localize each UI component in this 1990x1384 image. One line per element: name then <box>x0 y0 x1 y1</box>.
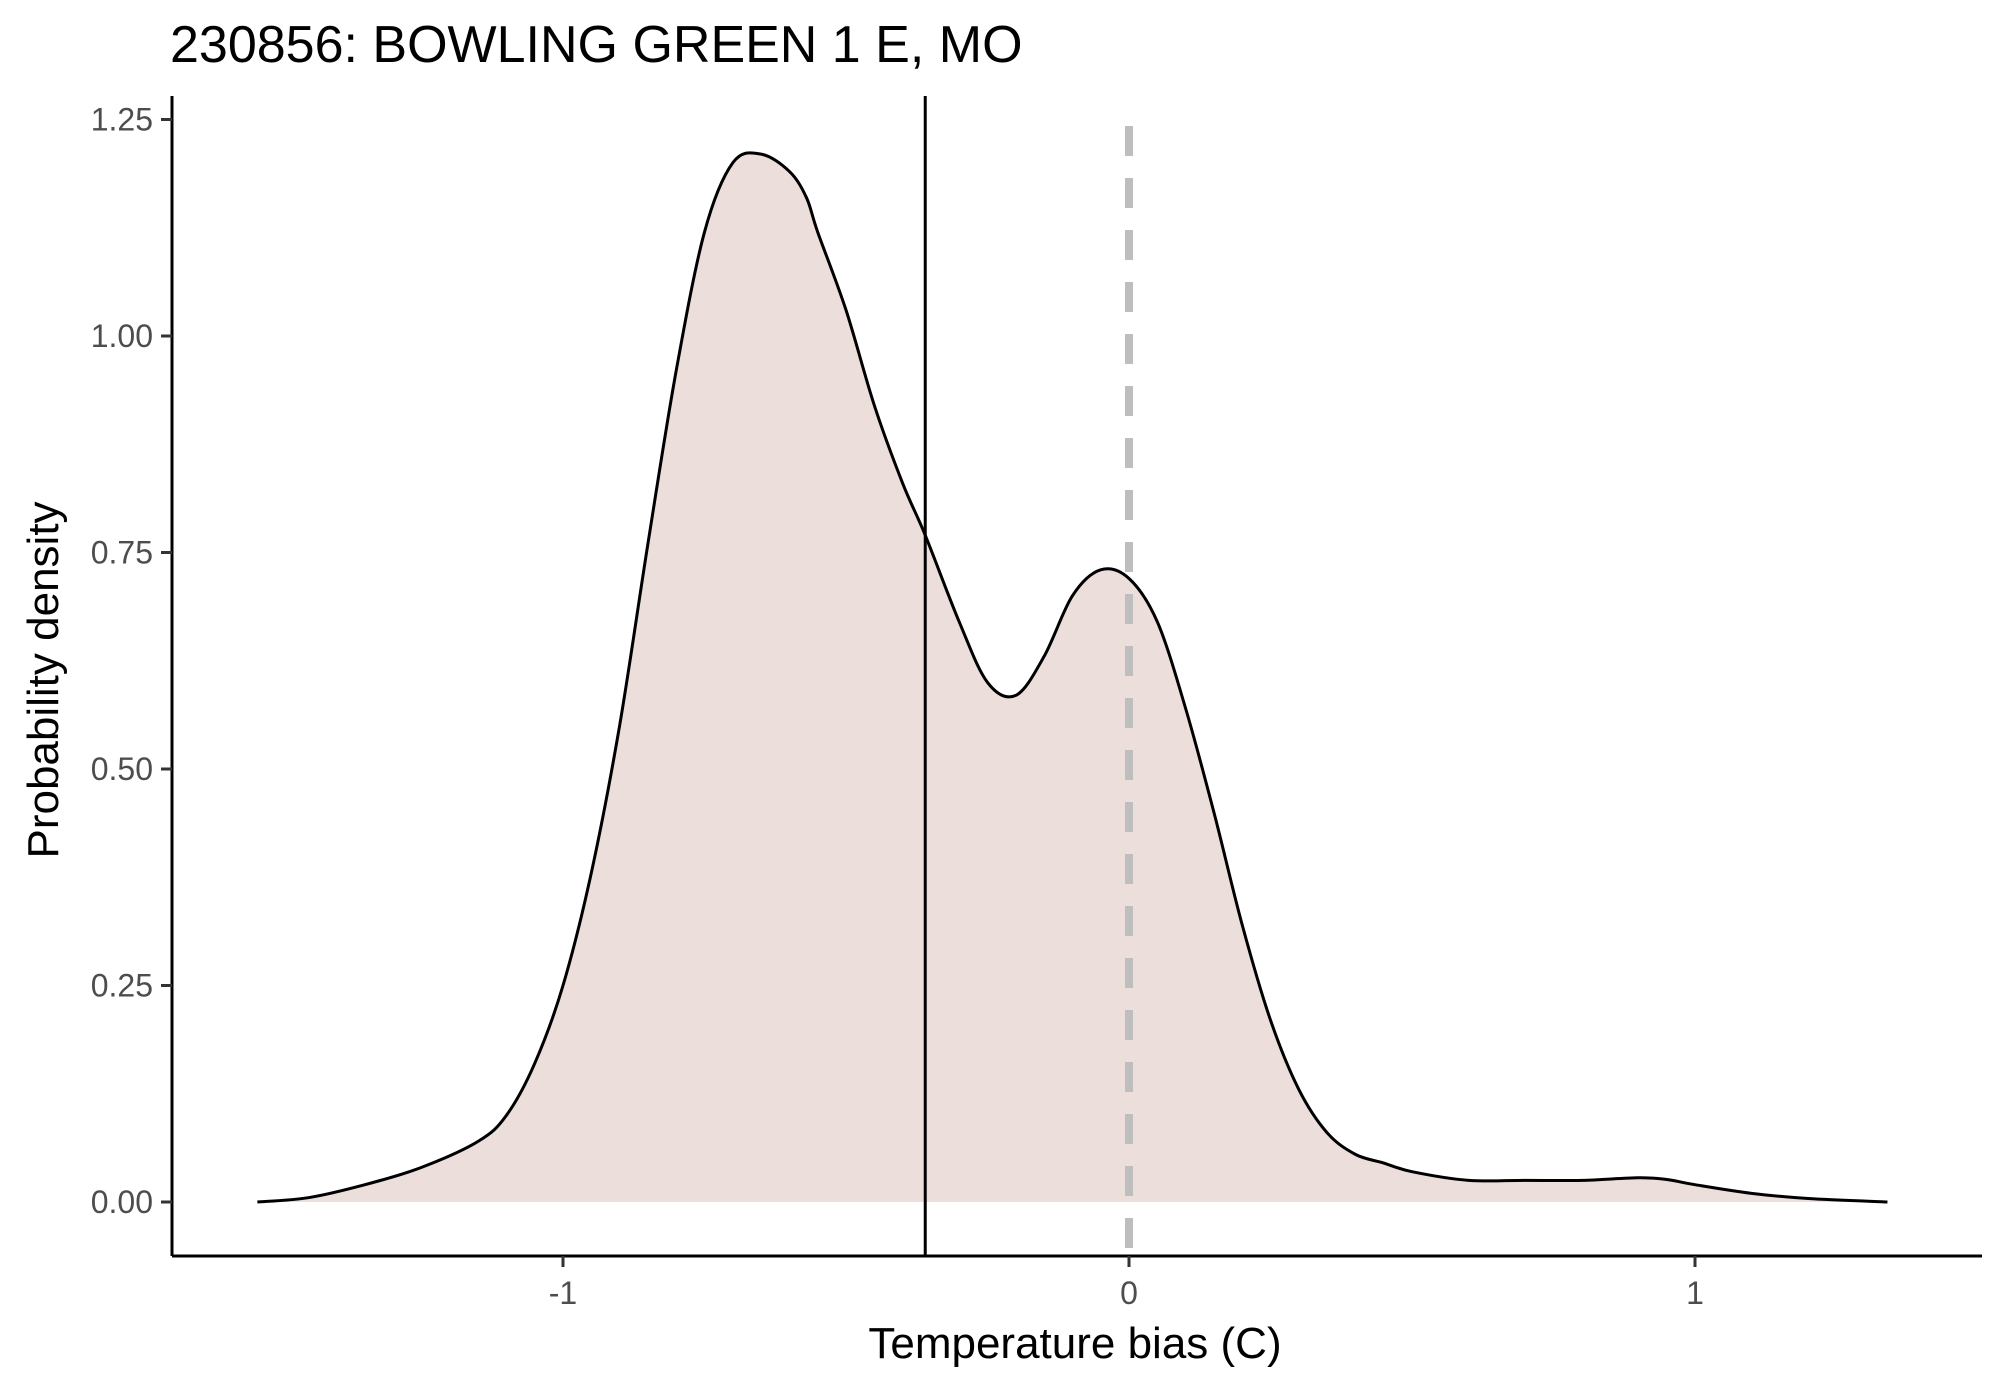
plot-area <box>257 96 1888 1256</box>
y-tick-label: 0.50 <box>91 751 153 787</box>
density-curve-line <box>257 151 1888 1204</box>
chart-title: 230856: BOWLING GREEN 1 E, MO <box>170 16 1023 74</box>
y-tick-label: 0.75 <box>91 535 153 571</box>
y-axis-title: Probability density <box>19 501 68 858</box>
y-tick-label: 1.00 <box>91 318 153 354</box>
x-tick-label: -1 <box>549 1275 577 1311</box>
x-tick-label: 0 <box>1120 1275 1138 1311</box>
y-axis-ticks: 0.00 0.25 0.50 0.75 1.00 1.25 <box>91 102 172 1220</box>
y-tick-label: 0.00 <box>91 1184 153 1220</box>
x-tick-label: 1 <box>1686 1275 1704 1311</box>
x-axis-title: Temperature bias (C) <box>868 1319 1281 1368</box>
y-tick-label: 0.25 <box>91 968 153 1004</box>
y-tick-label: 1.25 <box>91 102 153 138</box>
x-axis-ticks: -1 0 1 <box>549 1256 1704 1311</box>
density-area-fill <box>257 152 1888 1203</box>
